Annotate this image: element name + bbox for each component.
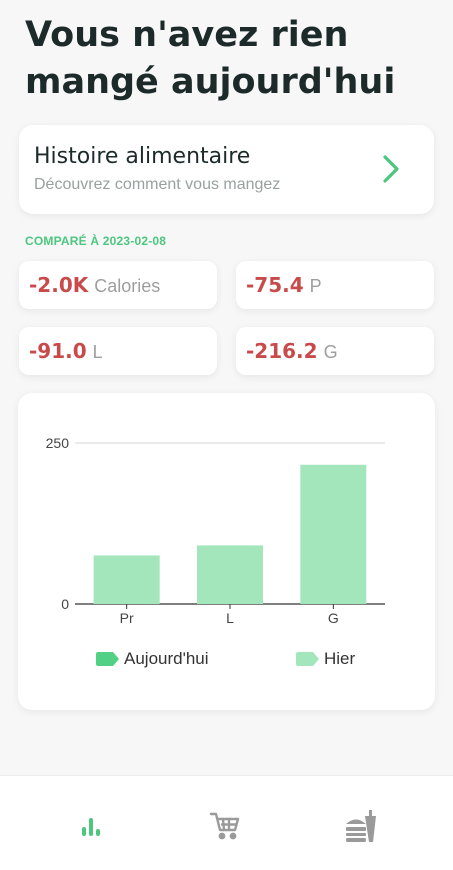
nav-stats-button[interactable] xyxy=(71,808,111,848)
macro-chart-card: 0 250 Pr L G Aujourd'hui Hier xyxy=(18,393,435,710)
stat-value: -91.0 xyxy=(29,339,87,363)
legend-item[interactable]: Hier xyxy=(296,649,355,669)
legend-swatch xyxy=(96,651,120,667)
macro-bar-chart: 0 250 Pr L G xyxy=(46,435,385,626)
stat-lipids: -91.0 L xyxy=(19,327,217,375)
stat-unit: G xyxy=(323,342,338,362)
x-tick-label: Pr xyxy=(120,610,134,626)
stat-value: -216.2 xyxy=(246,339,318,363)
stat-carbs: -216.2 G xyxy=(236,327,434,375)
stat-unit: Calories xyxy=(94,276,161,296)
page-title: Vous n'avez rien mangé aujourd'hui xyxy=(25,12,445,106)
stat-unit: P xyxy=(309,276,322,296)
bottom-nav xyxy=(0,775,453,870)
food-history-card[interactable]: Histoire alimentaire Découvrez comment v… xyxy=(19,125,434,214)
y-tick-label: 0 xyxy=(61,596,69,612)
legend-item[interactable]: Aujourd'hui xyxy=(96,649,209,669)
nav-food-button[interactable] xyxy=(340,808,380,848)
y-tick-label: 250 xyxy=(46,435,70,451)
page-title-line-2: mangé aujourd'hui xyxy=(25,62,396,102)
food-icon xyxy=(342,808,378,849)
stat-protein: -75.4 P xyxy=(236,261,434,309)
nav-cart-button[interactable] xyxy=(205,808,245,848)
bar-hier-l xyxy=(197,545,263,604)
stat-value: -2.0K xyxy=(29,273,89,297)
page-title-line-1: Vous n'avez rien xyxy=(25,15,349,55)
stats-bars-icon xyxy=(79,814,103,843)
legend-swatch xyxy=(296,651,320,667)
stat-unit: L xyxy=(92,342,103,362)
legend-label: Aujourd'hui xyxy=(124,649,209,668)
stat-value: -75.4 xyxy=(246,273,304,297)
food-history-subtitle: Découvrez comment vous mangez xyxy=(34,176,281,193)
legend-label: Hier xyxy=(324,649,356,668)
chevron-right-icon xyxy=(382,154,400,189)
comparison-label: COMPARÉ À 2023-02-08 xyxy=(25,234,167,248)
chart-legend: Aujourd'hui Hier xyxy=(18,649,435,669)
bar-hier-g xyxy=(300,464,367,604)
x-tick-label: G xyxy=(328,610,339,626)
stat-calories: -2.0K Calories xyxy=(19,261,217,309)
cart-icon xyxy=(209,810,241,847)
x-tick-label: L xyxy=(226,610,234,626)
food-history-title: Histoire alimentaire xyxy=(34,144,251,169)
bar-hier-pr xyxy=(93,555,160,604)
